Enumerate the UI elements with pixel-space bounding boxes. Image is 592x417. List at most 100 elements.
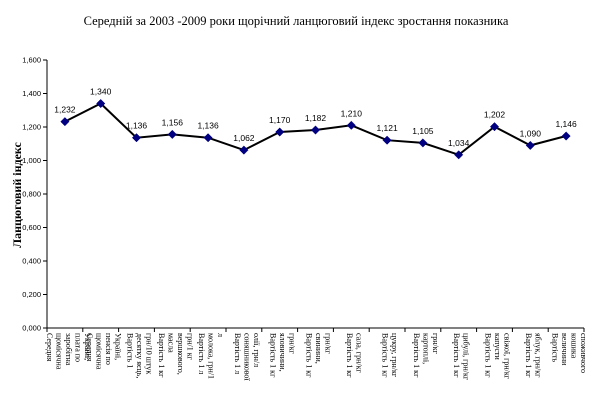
markers (60, 98, 571, 160)
data-point (489, 122, 500, 132)
category-label-line: Середня (85, 333, 94, 362)
category-label-line: Вартість 1 (126, 333, 135, 368)
category-label: Вартість 1 кг яблук, грн/кг (524, 333, 543, 378)
data-label: 1,232 (54, 105, 76, 115)
category-label-line: свіжої, грн/кг (503, 333, 512, 380)
category-label-line: олії, грн/л (252, 333, 261, 367)
y-axis-title: Ланцюговий індекс (10, 141, 24, 247)
category-label-line: свинини, (314, 333, 323, 364)
category-label-line: капусти (493, 333, 502, 361)
category-label-line: л (216, 333, 225, 337)
category-label-line: Вартість 1 кг (305, 333, 314, 378)
category-label-line: яловичини, (278, 333, 287, 372)
category-label-line: масла (166, 333, 175, 353)
y-tick-label: 1,000 (22, 156, 41, 165)
category-label: Вартість 1 кг картоплі, грн/кг (412, 333, 440, 378)
category-label-line: щомісячна (95, 333, 104, 370)
data-point (561, 131, 571, 141)
category-label-line: цибулі, грн/кг (462, 333, 471, 381)
data-point (310, 125, 321, 135)
category-label-line: цукру, грн/кг (390, 333, 399, 378)
category-label-line: грн/кг (288, 333, 297, 355)
data-label: 1,170 (269, 115, 291, 125)
category-label: Вартість 1 десятку яєць, грн/10 штук (126, 333, 154, 378)
category-label-line: Вартість (551, 333, 560, 363)
category-label: Вартість 1 л соняшникової олії, грн/л (233, 333, 261, 381)
y-tick-label: 0,400 (22, 257, 41, 266)
category-label-line: Вартість 1 кг (381, 333, 390, 378)
y-tick-label: 0,800 (22, 190, 41, 199)
category-label-line: десятку яєць, (135, 333, 144, 378)
data-label: 1,156 (162, 117, 184, 127)
category-label-line: молока, грн/1 (207, 333, 216, 379)
data-label: 1,136 (197, 121, 219, 131)
data-point (346, 120, 356, 130)
category-label-line: яблук, грн/кг (533, 333, 542, 378)
data-labels: 1,232 1,340 1,136 1,156 1,136 1,062 1,170 1,182… (54, 87, 577, 148)
data-point (382, 135, 392, 145)
category-label-line: грн/10 штук (145, 333, 154, 374)
axes (46, 60, 584, 329)
category-label-line: Вартість 1 кг (524, 333, 533, 378)
data-label: 1,146 (555, 119, 577, 129)
data-label: 1,090 (520, 128, 542, 138)
category-label: Вартість 1 кг яловичини, грн/кг (269, 333, 297, 378)
data-point (96, 98, 106, 109)
category-label-line: кошика (570, 333, 579, 359)
category-label-line: грн/кг (324, 333, 333, 355)
category-label: Вартість 1 кг сала, грн/кг (345, 333, 364, 378)
category-label: Середня щомісячна пенсія по Україні, (85, 333, 123, 370)
category-label-line: сала, грн/кг (354, 333, 363, 373)
category-label: Середня щомісячна заробітна плата по Україні… (45, 333, 92, 370)
data-label: 1,062 (233, 133, 255, 143)
data-label: 1,202 (484, 110, 506, 120)
category-label: Вартість 1 кг цукру, грн/кг (381, 333, 400, 378)
category-label: Вартість 1 л молока, грн/1 л (197, 333, 225, 379)
category-label-line: Вартість 1 кг (157, 333, 166, 378)
data-point (131, 133, 142, 143)
category-label-line: Вартість 1 кг (484, 333, 493, 378)
data-point (60, 117, 70, 127)
data-point (239, 145, 249, 155)
category-label-line: Вартість 1 л (197, 333, 206, 374)
data-point (525, 140, 535, 150)
category-label-line: Україні, (114, 333, 123, 360)
category-label: Вартість величини кошика споживчого (551, 333, 589, 373)
category-label-line: Вартість 1 кг (412, 333, 421, 378)
category-label-line: Вартість 1 л (233, 333, 242, 374)
data-point (418, 138, 428, 148)
y-ticks: 0,000 0,200 0,400 0,600 0,800 1,000 1,200 1,400… (22, 56, 585, 333)
category-label-line: заробітна (64, 333, 73, 366)
category-label-line: Вартість 1 кг (269, 333, 278, 378)
category-label-line: щомісячна (54, 333, 63, 370)
y-tick-label: 0,600 (22, 223, 41, 232)
y-tick-label: 1,200 (22, 123, 41, 132)
data-label: 1,136 (126, 121, 148, 131)
data-point (454, 150, 464, 160)
category-label-line: споживчого (579, 333, 588, 373)
data-point (203, 133, 213, 143)
data-label: 1,105 (412, 126, 434, 136)
category-label: Вартість 1 кг свинини, грн/кг (305, 333, 333, 378)
category-label-line: Вартість 1 кг (345, 333, 354, 378)
category-label-line: картоплі, (421, 333, 430, 364)
category-label-line: плата по (73, 333, 82, 362)
category-label-line: Середня (45, 333, 54, 362)
data-label: 1,210 (341, 108, 363, 118)
category-label: Вартість 1 кг цибулі, грн/кг (452, 333, 471, 381)
data-label: 1,340 (90, 87, 112, 97)
data-point (167, 129, 177, 139)
category-label: Вартість 1 кг масла вершкового, грн/1 кг (157, 333, 195, 378)
category-labels: Середня щомісячна заробітна плата по Україні… (45, 333, 588, 381)
category-label-line: величини (560, 333, 569, 366)
category-label-line: вершкового, (176, 333, 185, 375)
y-tick-label: 1,600 (22, 56, 41, 65)
category-label-line: Україні, (83, 333, 92, 360)
y-tick-label: 0,000 (22, 324, 41, 333)
category-label-line: Вартість 1 кг (452, 333, 461, 378)
data-label: 1,034 (448, 138, 470, 148)
data-point (275, 127, 285, 137)
category-label-line: пенсія по (104, 333, 113, 365)
y-tick-label: 0,200 (22, 290, 41, 299)
category-label-line: соняшникової (242, 333, 251, 381)
